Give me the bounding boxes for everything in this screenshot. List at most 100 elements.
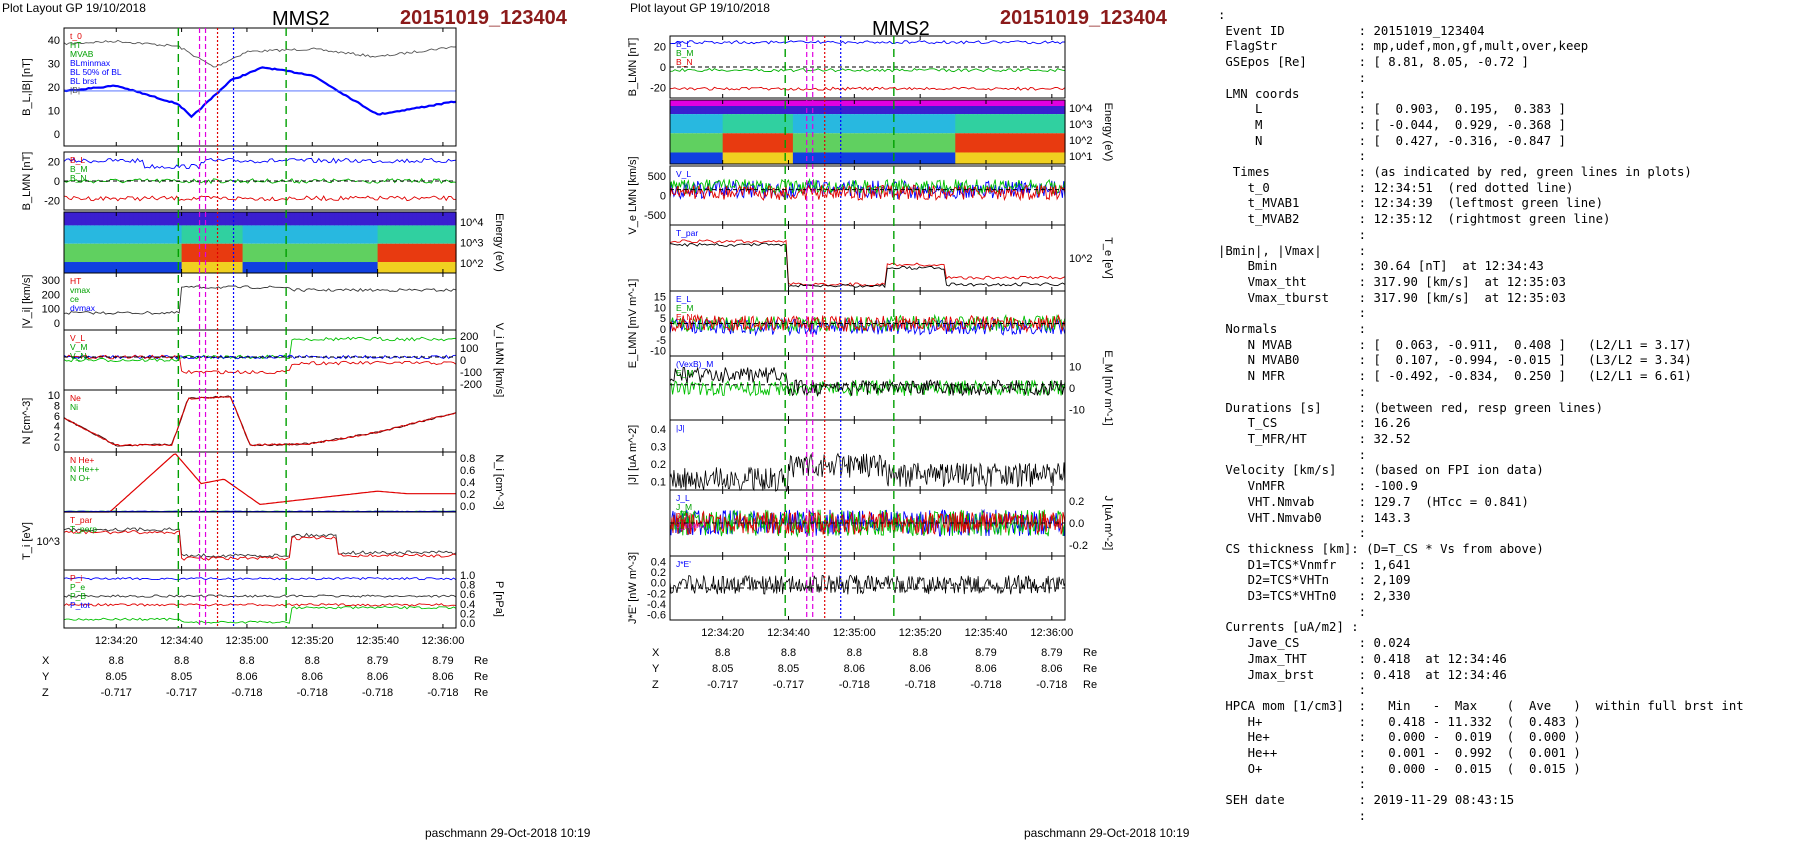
spectrogram-cell xyxy=(434,262,440,273)
spectrogram-cell xyxy=(381,225,387,244)
legend-entry: J*E' xyxy=(676,559,691,569)
y-tick-label: 10 xyxy=(48,106,60,118)
spectrogram-cell xyxy=(1056,100,1062,115)
time-tick-label: 12:35:20 xyxy=(291,635,334,647)
y-tick-label: 0.2 xyxy=(651,459,666,471)
y-tick-label: 0 xyxy=(660,191,666,203)
spectrogram-cell xyxy=(753,100,759,115)
spectrogram-cell xyxy=(360,243,366,263)
spectrogram-cell xyxy=(814,100,820,115)
spectrogram-cell xyxy=(1016,100,1022,115)
legend-entry: E_M xyxy=(676,368,693,378)
spectrogram-cell xyxy=(810,100,816,115)
spectrogram-cell xyxy=(390,262,396,273)
spectrogram-cell xyxy=(347,243,353,263)
spectrogram-cell xyxy=(740,152,746,164)
y-tick-label: 0.6 xyxy=(460,589,475,601)
spectrogram-cell xyxy=(999,152,1005,164)
spectrogram-cell xyxy=(1007,152,1013,164)
spectrogram-cell xyxy=(841,114,847,134)
spectrogram-cell xyxy=(770,100,776,115)
he-pp-trace xyxy=(64,453,456,513)
spectrogram-cell xyxy=(342,212,348,226)
spectrogram-cell xyxy=(138,212,143,226)
legend-entry: E_M xyxy=(676,303,693,313)
spectrogram-cell xyxy=(871,133,877,153)
position-value: -0.717 xyxy=(166,687,197,699)
spectrogram-cell xyxy=(845,100,851,115)
spectrogram-cell xyxy=(438,212,444,226)
spectrogram-cell xyxy=(447,212,453,226)
spectrogram-cell xyxy=(155,212,161,226)
spectrogram-cell xyxy=(955,133,961,153)
spectrogram-cell xyxy=(164,225,170,244)
position-value: 8.8 xyxy=(305,655,320,667)
legend-entry: B_M xyxy=(676,48,693,58)
spectrogram-cell xyxy=(77,262,83,273)
spectrogram-cell xyxy=(928,114,934,134)
spectrogram-cell xyxy=(124,225,130,244)
spectrogram-cell xyxy=(133,262,139,273)
legend-entry: T_par xyxy=(676,228,698,238)
spectrogram-cell xyxy=(731,114,737,134)
spectrogram-cell xyxy=(828,100,833,115)
spectrogram-cell xyxy=(972,152,978,164)
spectrogram-cell xyxy=(871,114,877,134)
panel-4: 10^2 T_e [eV] T_par xyxy=(669,224,1114,292)
spectrogram-cell xyxy=(312,262,318,273)
spectrogram-cell xyxy=(1038,133,1044,153)
spectrogram-cell xyxy=(1060,133,1066,153)
y-tick-label: 20 xyxy=(48,82,60,94)
spectrogram-cell xyxy=(727,114,733,134)
p-i-trace xyxy=(63,594,457,598)
left-credit: paschmann 29-Oct-2018 10:19 xyxy=(425,826,591,840)
spectrogram-cell xyxy=(792,152,798,164)
spectrogram-cell xyxy=(898,133,904,153)
spectrogram-cell xyxy=(442,212,448,226)
spectrogram-cell xyxy=(687,152,693,164)
spectrogram-cell xyxy=(299,212,305,226)
spectrogram-cell xyxy=(766,133,772,153)
y-tick-label: 200 xyxy=(460,331,478,343)
spectrogram-cell xyxy=(412,225,418,244)
spectrogram-cell xyxy=(986,100,991,115)
y-tick-label: 100 xyxy=(460,343,478,355)
spectrogram-cell xyxy=(181,212,187,226)
spectrogram-cell xyxy=(705,114,711,134)
legend-entry: P_B xyxy=(70,591,86,601)
spectrogram-cell xyxy=(373,243,379,263)
spectrogram-cell xyxy=(749,152,754,164)
position-value: 8.79 xyxy=(367,655,388,667)
panel-7: 0.00.20.40.60.8 N_i [cm^-3] N He+N He++N O… xyxy=(63,451,505,513)
spectrogram-cell xyxy=(1034,152,1040,164)
spectrogram-cell xyxy=(312,243,318,263)
spectrogram-cell xyxy=(347,212,353,226)
vl-trace xyxy=(63,336,457,363)
panel-frame xyxy=(669,35,1066,99)
spectrogram-cell xyxy=(1016,152,1022,164)
spectrogram-cell xyxy=(705,133,711,153)
spectrogram-cell xyxy=(212,212,218,226)
spectrogram-cell xyxy=(199,243,204,263)
spectrogram-cell xyxy=(801,100,807,115)
spectrogram-cell xyxy=(334,225,339,244)
spectrogram-cell xyxy=(273,262,279,273)
y-axis-label: B_LMN [nT] xyxy=(21,152,33,211)
te-par-trace xyxy=(669,239,1066,287)
spectrogram-cell xyxy=(277,225,283,244)
spectrogram-cell xyxy=(255,212,261,226)
bl-trace xyxy=(63,157,457,170)
spectrogram-cell xyxy=(395,225,400,244)
spectrogram-cell xyxy=(329,225,335,244)
y-tick-label: 10^2 xyxy=(1069,253,1093,265)
spectrogram-cell xyxy=(915,100,921,115)
spectrogram-cell xyxy=(155,262,161,273)
spectrogram-cell xyxy=(168,243,174,263)
y-tick-label: -5 xyxy=(656,335,666,347)
spectrogram-cell xyxy=(94,212,100,226)
spectrogram-cell xyxy=(364,262,370,273)
spectrogram-cell xyxy=(1034,114,1040,134)
spectrogram-cell xyxy=(64,212,69,226)
